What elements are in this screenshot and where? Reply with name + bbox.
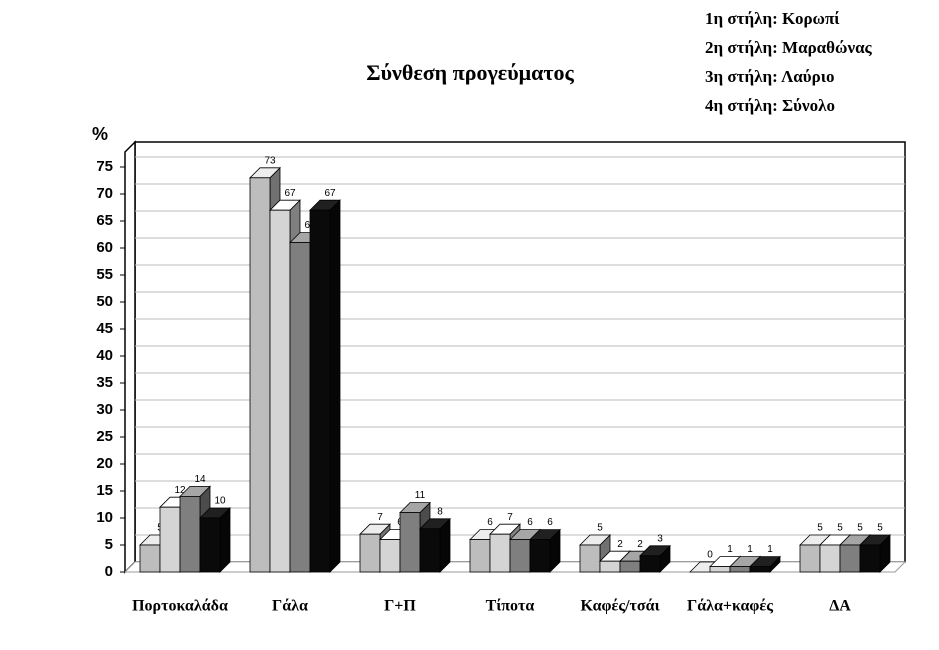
data-label: 0 bbox=[707, 550, 713, 561]
data-label: 6 bbox=[487, 517, 493, 528]
data-label: 5 bbox=[877, 523, 883, 534]
y-tick-label: 75 bbox=[96, 158, 113, 175]
bar bbox=[489, 533, 511, 573]
x-tick-label: Γάλα bbox=[272, 598, 308, 615]
x-tick-label: Γάλα+καφές bbox=[687, 598, 773, 615]
bar bbox=[709, 566, 731, 573]
bar bbox=[359, 533, 381, 573]
bar bbox=[639, 555, 661, 573]
y-tick-label: 65 bbox=[96, 212, 113, 229]
bar bbox=[419, 528, 441, 573]
data-label: 5 bbox=[597, 523, 603, 534]
bar bbox=[399, 512, 421, 573]
bar bbox=[289, 242, 311, 573]
y-tick-label: 45 bbox=[96, 320, 113, 337]
data-label: 8 bbox=[437, 506, 443, 517]
bar bbox=[199, 517, 221, 573]
data-label: 3 bbox=[657, 533, 663, 544]
y-tick-label: 70 bbox=[96, 185, 113, 202]
data-label: 5 bbox=[857, 523, 863, 534]
y-tick-label: 60 bbox=[96, 239, 113, 256]
bar bbox=[179, 495, 201, 573]
bar bbox=[799, 544, 821, 573]
x-tick-label: Τίποτα bbox=[486, 598, 535, 615]
bar bbox=[729, 566, 751, 573]
y-tick-label: 20 bbox=[96, 455, 113, 472]
y-tick-label: 40 bbox=[96, 347, 113, 364]
bar bbox=[309, 209, 331, 573]
bar bbox=[579, 544, 601, 573]
x-tick-label: Γ+Π bbox=[384, 598, 416, 615]
bar bbox=[859, 544, 881, 573]
bar bbox=[249, 177, 271, 573]
data-label: 2 bbox=[637, 539, 643, 550]
legend-entry: 4η στήλη: Σύνολο bbox=[705, 96, 835, 115]
bar-side bbox=[219, 507, 231, 573]
y-tick-label: 55 bbox=[96, 266, 113, 283]
y-tick-label: 50 bbox=[96, 293, 113, 310]
legend-entry: 2η στήλη: Μαραθώνας bbox=[705, 38, 873, 57]
bar bbox=[269, 209, 291, 573]
bar bbox=[159, 506, 181, 573]
data-label: 6 bbox=[547, 517, 553, 528]
data-label: 14 bbox=[194, 474, 206, 485]
side-wall bbox=[124, 140, 136, 574]
data-label: 7 bbox=[377, 512, 383, 523]
y-tick-label: 30 bbox=[96, 401, 113, 418]
y-tick-label: 25 bbox=[96, 428, 113, 445]
data-label: 1 bbox=[767, 544, 773, 555]
bar bbox=[749, 566, 771, 573]
data-label: 5 bbox=[817, 523, 823, 534]
legend-entry: 3η στήλη: Λαύριο bbox=[705, 67, 834, 86]
bar bbox=[379, 539, 401, 573]
data-label: 12 bbox=[174, 485, 186, 496]
data-label: 73 bbox=[264, 155, 276, 166]
bar bbox=[469, 539, 491, 573]
data-label: 1 bbox=[727, 544, 733, 555]
chart-title: Σύνθεση προγεύματος bbox=[366, 60, 574, 85]
data-label: 1 bbox=[747, 544, 753, 555]
bar bbox=[619, 560, 641, 573]
y-tick-label: 0 bbox=[105, 563, 113, 580]
y-tick-label: 5 bbox=[105, 536, 113, 553]
bar bbox=[509, 539, 531, 573]
y-tick-label: 10 bbox=[96, 509, 113, 526]
bar bbox=[839, 544, 861, 573]
data-label: 5 bbox=[837, 523, 843, 534]
data-label: 2 bbox=[617, 539, 623, 550]
data-label: 11 bbox=[415, 490, 426, 501]
data-label: 10 bbox=[214, 496, 226, 507]
data-label: 67 bbox=[324, 188, 336, 199]
x-tick-label: Πορτοκαλάδα bbox=[132, 598, 228, 615]
y-tick-label: 15 bbox=[96, 482, 113, 499]
y-tick-label: 35 bbox=[96, 374, 113, 391]
data-label: 6 bbox=[527, 517, 533, 528]
data-label: 67 bbox=[284, 188, 296, 199]
bar bbox=[819, 544, 841, 573]
y-axis-label: % bbox=[92, 124, 108, 144]
bar bbox=[139, 544, 161, 573]
bar bbox=[599, 560, 621, 573]
legend-entry: 1η στήλη: Κορωπί bbox=[705, 9, 840, 28]
bar-side bbox=[329, 199, 341, 573]
x-tick-label: Καφές/τσάι bbox=[580, 598, 659, 615]
data-label: 7 bbox=[507, 512, 513, 523]
bar bbox=[529, 539, 551, 573]
x-tick-label: ΔΑ bbox=[829, 598, 851, 615]
